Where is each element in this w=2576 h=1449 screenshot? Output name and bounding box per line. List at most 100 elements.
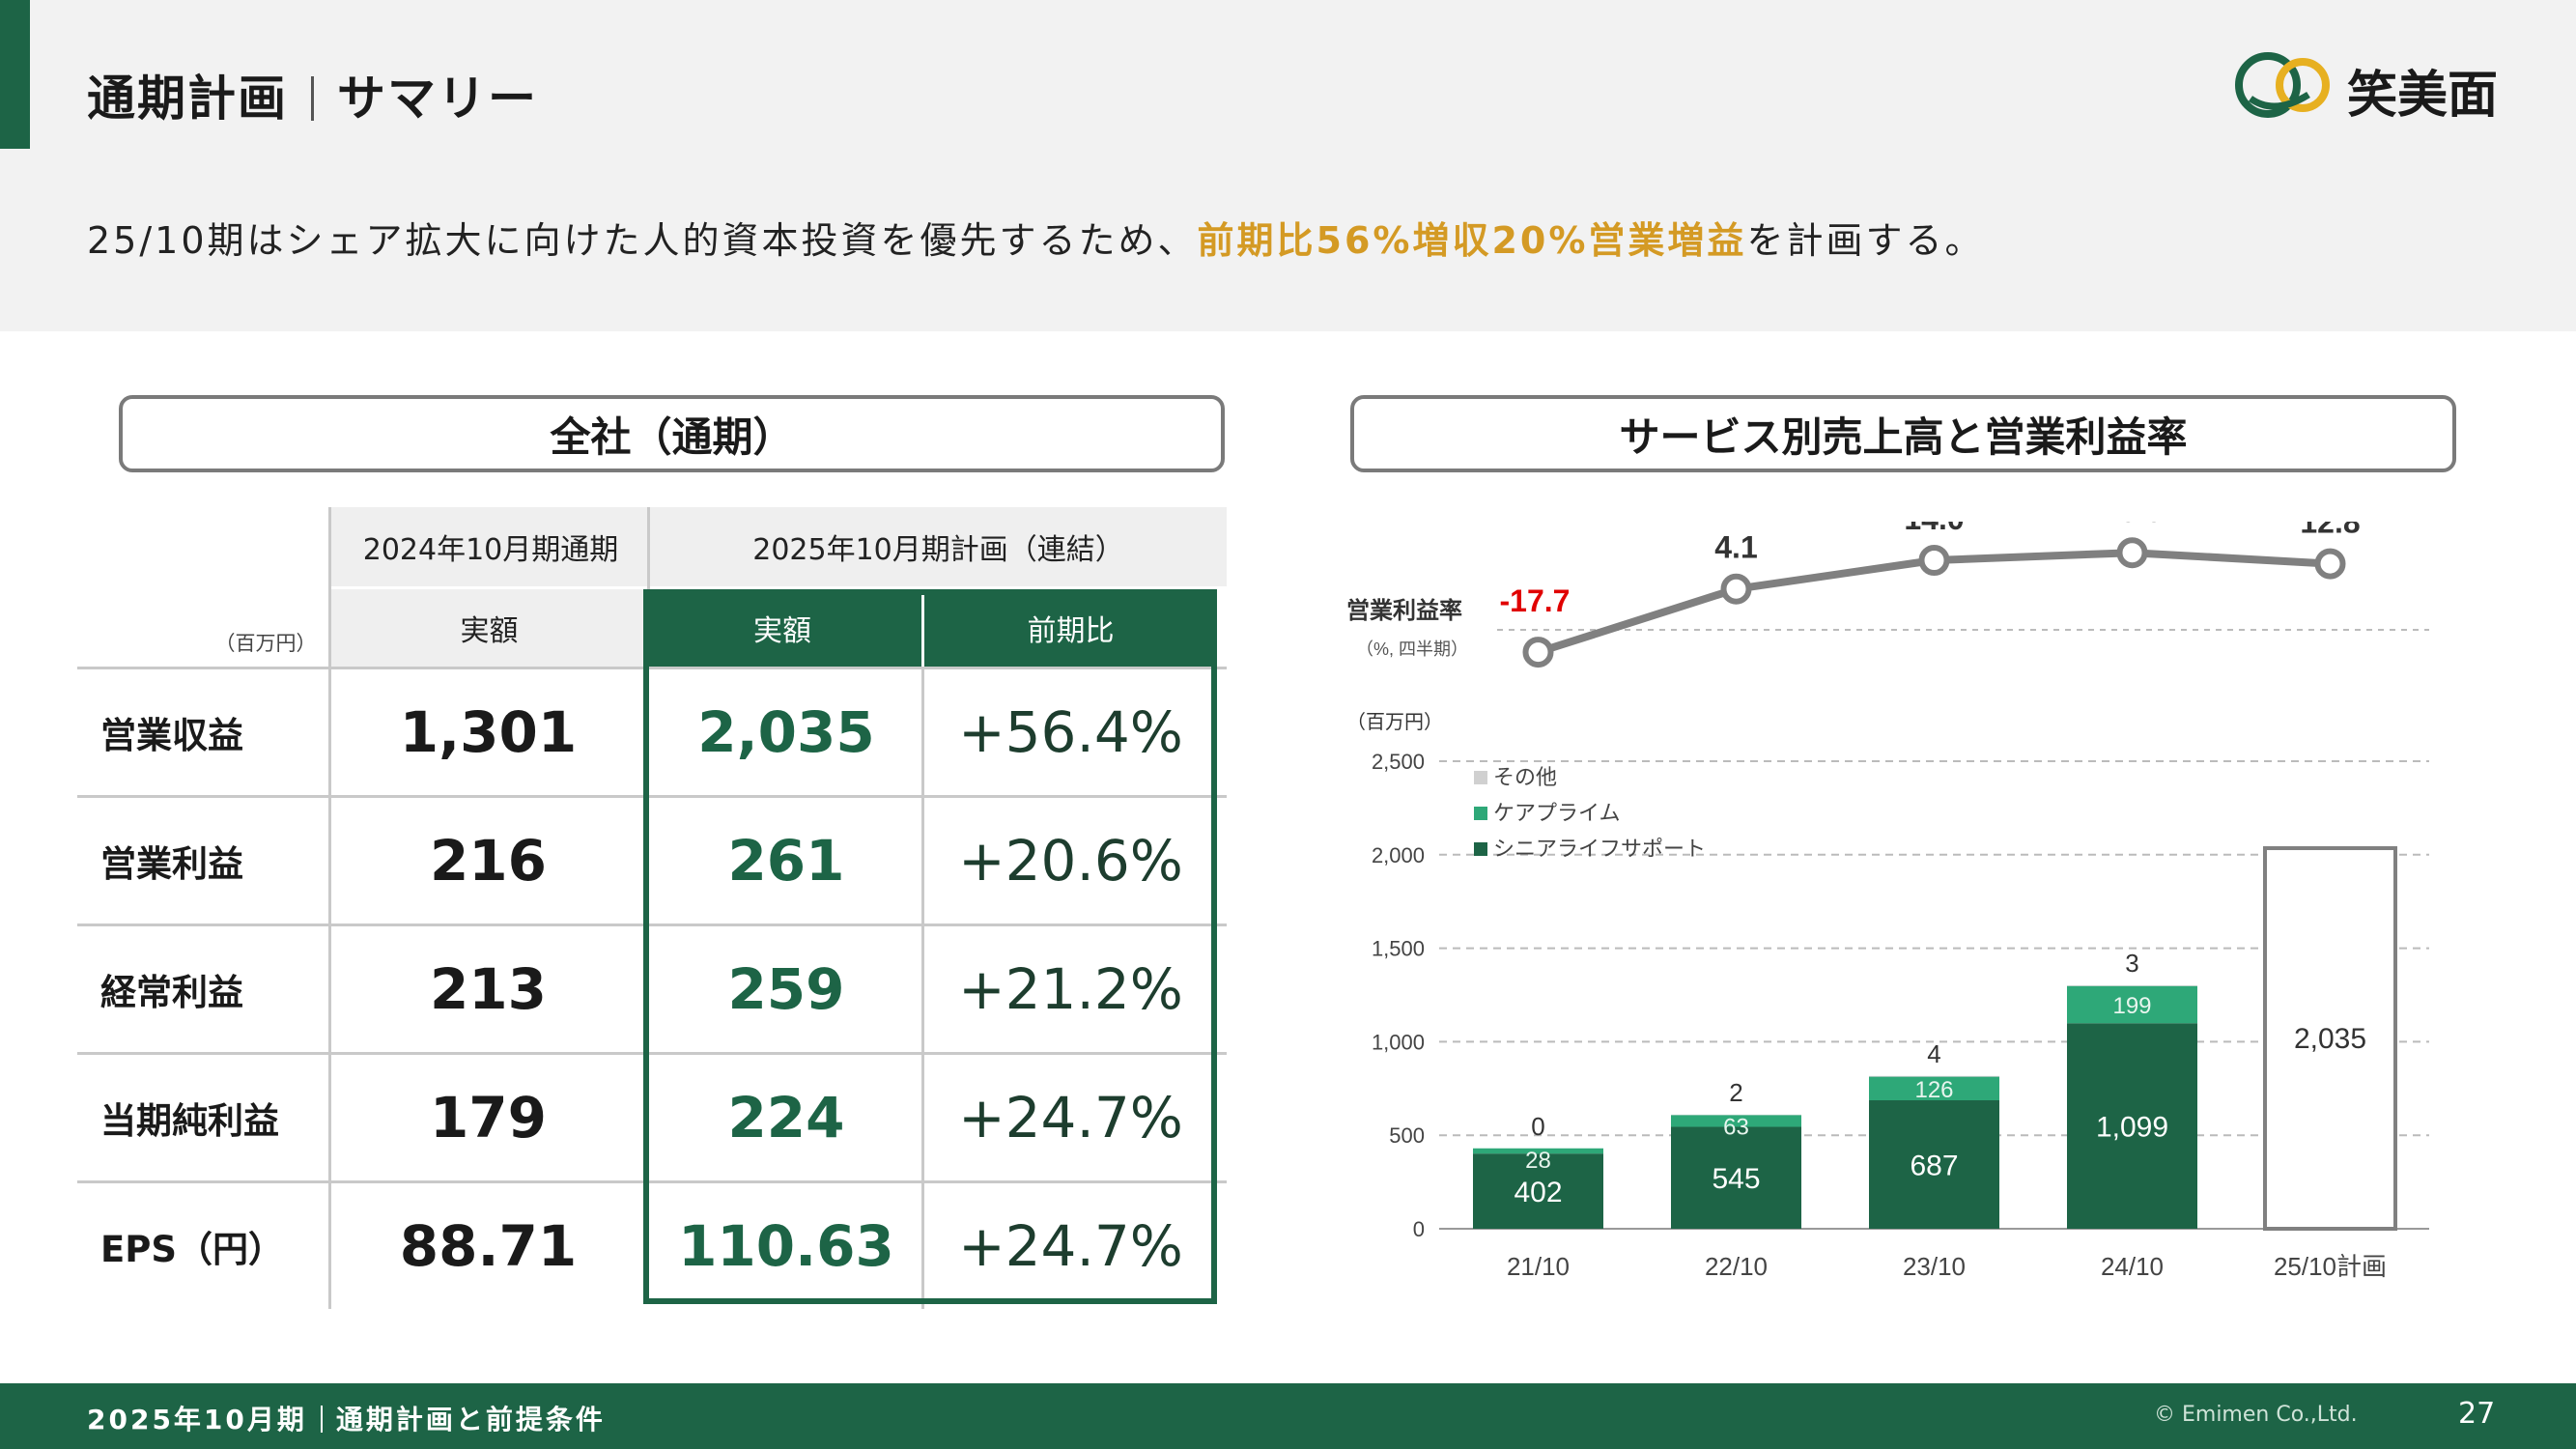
bar-senior-life-support [1473, 1153, 1603, 1229]
data-label-other: 3 [2125, 949, 2138, 978]
margin-label: 4.1 [1714, 530, 1757, 565]
bar-senior-life-support [1671, 1126, 1801, 1229]
line-series-note: （%, 四半期） [1356, 639, 1468, 659]
bar-senior-life-support [2067, 1023, 2197, 1229]
bar-plan-total [2263, 846, 2397, 1231]
row-label: 営業利益 [100, 843, 243, 885]
value-yoy: +20.6% [958, 828, 1183, 894]
copyright: © Emimen Co.,Ltd. [2154, 1403, 2358, 1427]
data-label-senior: 545 [1712, 1163, 1760, 1195]
bar-other [2067, 985, 2197, 986]
y-tick-label: 0 [1413, 1217, 1425, 1241]
margin-label: 12.8 [2300, 522, 2360, 540]
value-plan: 259 [727, 956, 845, 1022]
margin-label: -17.7 [1500, 583, 1571, 618]
data-label-senior: 687 [1910, 1150, 1958, 1181]
headline-post: を計画する。 [1746, 219, 1985, 262]
footer-period: 2025年10月期 [87, 1404, 307, 1435]
page-number: 27 [2458, 1397, 2496, 1431]
legend-label: その他 [1493, 765, 1557, 789]
grid-line [77, 795, 1227, 798]
value-plan: 224 [727, 1085, 845, 1151]
grid-line [921, 667, 924, 1309]
data-label-senior: 402 [1514, 1177, 1562, 1208]
x-tick-label: 21/10 [1507, 1252, 1570, 1281]
bar-senior-life-support [1869, 1099, 1999, 1229]
col-yoy: 前期比 [924, 589, 1217, 667]
right-section-title: サービス別売上高と営業利益率 [1350, 395, 2456, 472]
row-label: EPS（円） [100, 1229, 285, 1270]
summary-table: 2024年10月期通期 2025年10月期計画（連結） （百万円） 実額 実額 … [77, 507, 1227, 1309]
data-label-care: 28 [1525, 1148, 1551, 1174]
value-prev: 216 [429, 828, 548, 894]
bar-care-prime [1473, 1148, 1603, 1154]
grid-line [647, 507, 650, 589]
accent-bar [0, 0, 30, 149]
footer-breadcrumb: 2025年10月期 通期計画と前提条件 [87, 1399, 606, 1437]
value-yoy: +21.2% [958, 956, 1183, 1022]
row-label: 当期純利益 [100, 1100, 279, 1142]
headline-highlight: 前期比56%増収20%営業増益 [1197, 219, 1747, 262]
margin-label: 14.0 [1904, 522, 1964, 536]
y-tick-label: 2,500 [1372, 750, 1425, 774]
plan-highlight-frame [643, 589, 1217, 1304]
footer-band [0, 1383, 2576, 1449]
bar-care-prime [2067, 985, 2197, 1024]
bar-care-prime [1671, 1115, 1801, 1127]
row-label: 経常利益 [100, 972, 243, 1013]
legend-swatch [1474, 771, 1487, 784]
x-tick-label: 25/10計画 [2274, 1252, 2387, 1281]
col-group-plan: 2025年10月期計画（連結） [650, 507, 1227, 586]
bar-other [1869, 1075, 1999, 1077]
margin-label: 16.6 [2102, 522, 2162, 528]
page-title-sub: サマリー [337, 71, 538, 127]
margin-point [2314, 548, 2346, 580]
x-tick-label: 23/10 [1903, 1252, 1966, 1281]
grid-line [77, 667, 1227, 669]
footer-section: 通期計画と前提条件 [335, 1404, 606, 1435]
x-tick-label: 24/10 [2101, 1252, 2164, 1281]
y-tick-label: 500 [1389, 1123, 1425, 1148]
row-label: 営業収益 [100, 715, 243, 756]
margin-point [1522, 637, 1554, 668]
data-label-other: 2 [1729, 1078, 1742, 1107]
value-plan: 2,035 [697, 699, 875, 765]
margin-point [1720, 573, 1752, 605]
footer-separator [320, 1406, 323, 1433]
legend-label: シニアライフサポート [1493, 837, 1706, 861]
value-yoy: +56.4% [958, 699, 1183, 765]
margin-point [1918, 545, 1950, 576]
data-label-care: 63 [1723, 1114, 1749, 1140]
data-label-other: 4 [1927, 1039, 1940, 1068]
col-actual-prev: 実額 [331, 589, 647, 667]
y-tick-label: 1,000 [1372, 1030, 1425, 1054]
legend-label: ケアプライム [1493, 801, 1621, 825]
value-plan: 261 [727, 828, 845, 894]
grid-line [77, 1052, 1227, 1055]
page-title-main: 通期計画 [87, 71, 288, 127]
value-prev: 1,301 [399, 699, 578, 765]
y-axis-unit: （百万円） [1346, 711, 1443, 733]
data-label-care: 126 [1914, 1077, 1953, 1103]
grid-line [77, 923, 1227, 926]
data-label-care: 199 [2112, 993, 2151, 1019]
value-yoy: +24.7% [958, 1213, 1183, 1279]
company-logo-icon [2235, 52, 2330, 118]
value-plan: 110.63 [678, 1213, 894, 1279]
value-prev: 179 [429, 1085, 548, 1151]
y-tick-label: 2,000 [1372, 843, 1425, 867]
data-label-senior: 1,099 [2096, 1112, 2168, 1144]
header-band [0, 0, 2576, 331]
company-logo-text: 笑美面 [2347, 67, 2499, 125]
page-title: 通期計画 サマリー [87, 60, 538, 129]
unit-note: （百万円） [214, 632, 317, 655]
data-label-other: 0 [1531, 1112, 1544, 1141]
title-separator [311, 76, 314, 121]
data-label-plan-total: 2,035 [2294, 1023, 2366, 1055]
grid-line [328, 507, 331, 1309]
value-prev: 213 [429, 956, 548, 1022]
line-series-label: 営業利益率 [1346, 597, 1462, 624]
y-tick-label: 1,500 [1372, 937, 1425, 961]
sales-chart: 0 500 1,000 1,500 2,000 2,500 21/10 22/10 23/10… [1346, 522, 2429, 1281]
bar-care-prime [1869, 1076, 1999, 1100]
